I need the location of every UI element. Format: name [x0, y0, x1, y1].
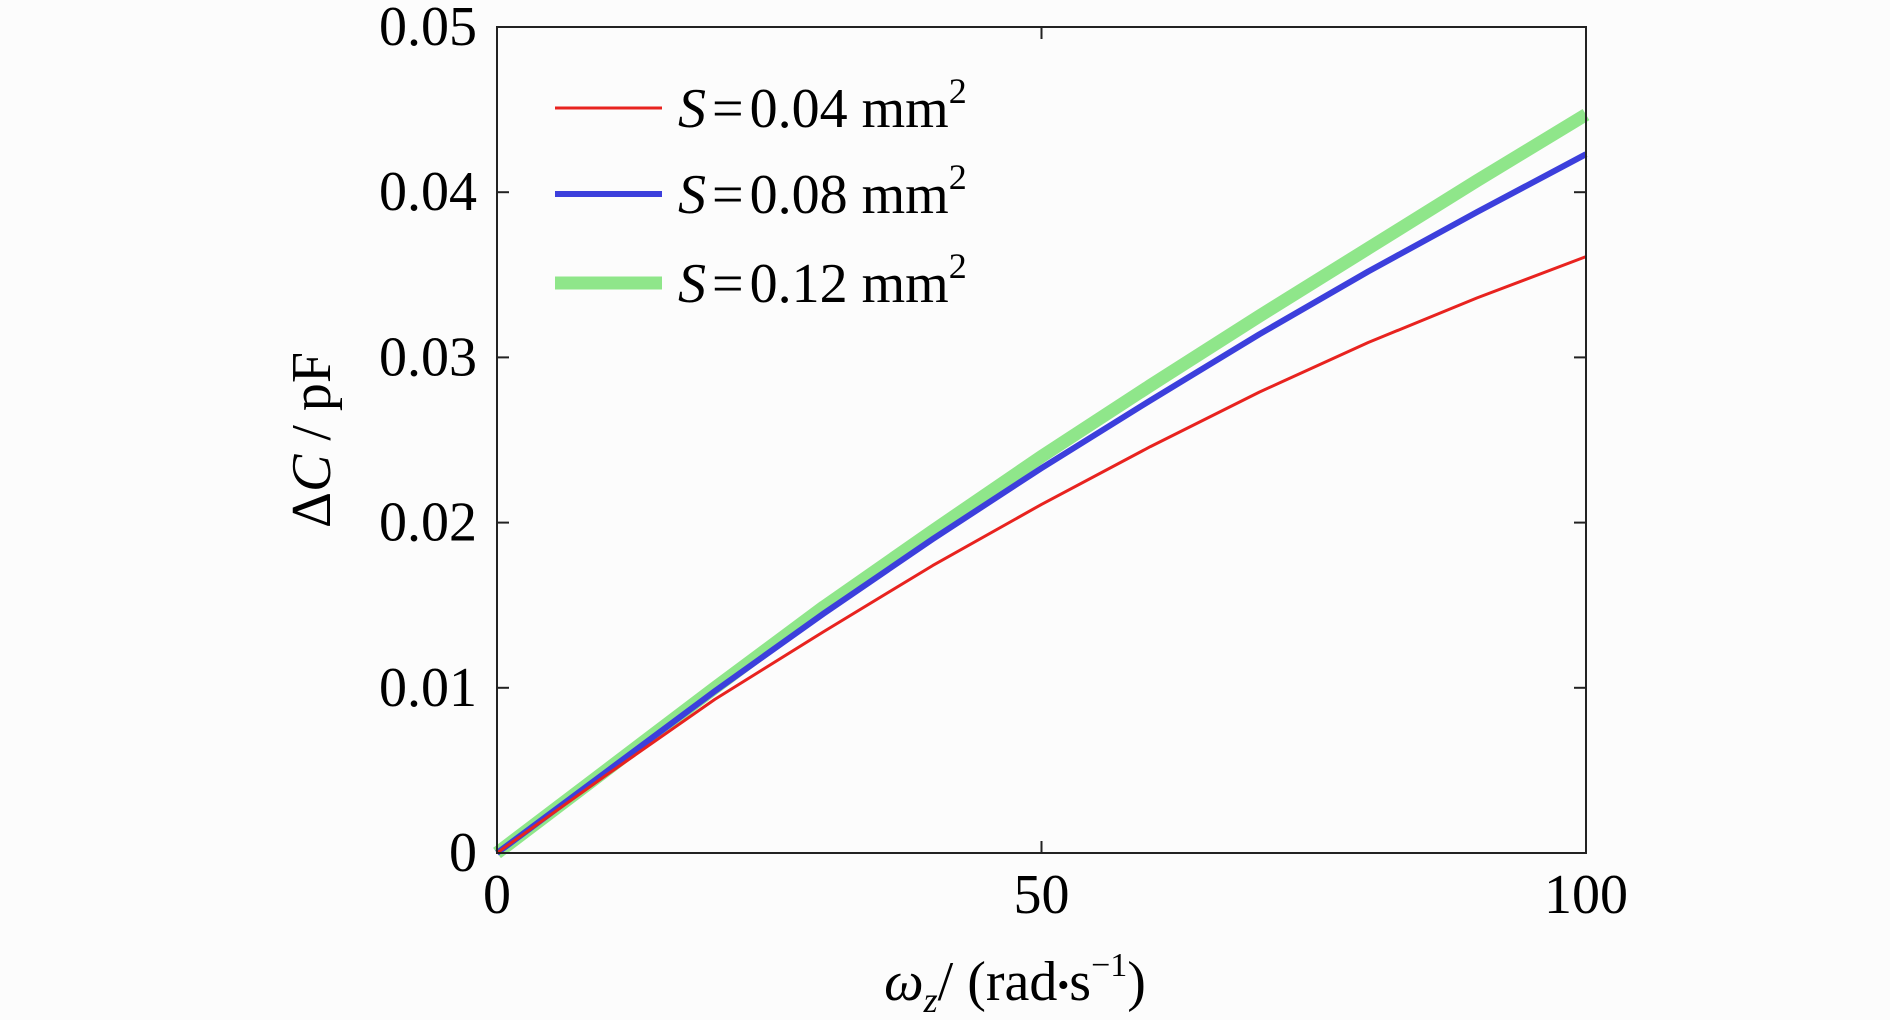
x-tick-label: 100: [1544, 864, 1628, 926]
legend-eq: =: [712, 78, 744, 140]
legend-var: S: [678, 253, 706, 315]
legend-value: 0.04 mm: [750, 78, 949, 140]
x-axis-symbol: ω: [884, 951, 924, 1013]
series-layer: [493, 109, 1590, 859]
y-tick-label: 0.01: [379, 657, 477, 719]
legend-label-3: S = 0.12 mm2: [678, 246, 967, 315]
legend-var: S: [678, 78, 706, 140]
ticks-layer: 0 50 100 0 0.01 0.02 0.03 0.04 0.05: [379, 0, 1628, 926]
legend-label-1: S = 0.04 mm2: [678, 71, 967, 140]
legend-value: 0.12 mm: [750, 253, 949, 315]
y-tick-label: 0.03: [379, 326, 477, 388]
y-axis-label: ΔC / pF: [281, 352, 343, 528]
x-axis-dot: •: [1057, 967, 1069, 1004]
legend-exp: 2: [949, 246, 967, 286]
x-axis-unit-s: s: [1069, 951, 1091, 1013]
y-tick-label: 0.04: [379, 161, 477, 223]
y-axis-symbol: C: [281, 454, 343, 492]
x-axis-unit-close: ): [1127, 951, 1146, 1013]
x-tick-label: 50: [1014, 864, 1070, 926]
y-tick-label: 0: [449, 822, 477, 884]
legend-var: S: [678, 164, 706, 226]
legend-eq: =: [712, 164, 744, 226]
legend-exp: 2: [949, 71, 967, 111]
x-axis-label: ωz/ (rad•s−1): [884, 947, 1146, 1020]
x-tick-label: 0: [483, 864, 511, 926]
legend-eq: =: [712, 253, 744, 315]
series-line-1: [496, 255, 1587, 855]
x-axis-subscript: z: [923, 980, 938, 1020]
y-axis-delta: Δ: [281, 492, 343, 528]
legend-label-2: S = 0.08 mm2: [678, 157, 967, 226]
legend-value: 0.08 mm: [750, 164, 949, 226]
y-axis-unit: / pF: [281, 352, 343, 455]
x-axis-unit-open: / (rad: [938, 951, 1058, 1013]
legend-exp: 2: [949, 157, 967, 197]
series-line-2: [495, 151, 1588, 856]
y-tick-label: 0.02: [379, 492, 477, 554]
y-tick-label: 0.05: [379, 0, 477, 58]
x-axis-exponent: −1: [1091, 947, 1127, 984]
